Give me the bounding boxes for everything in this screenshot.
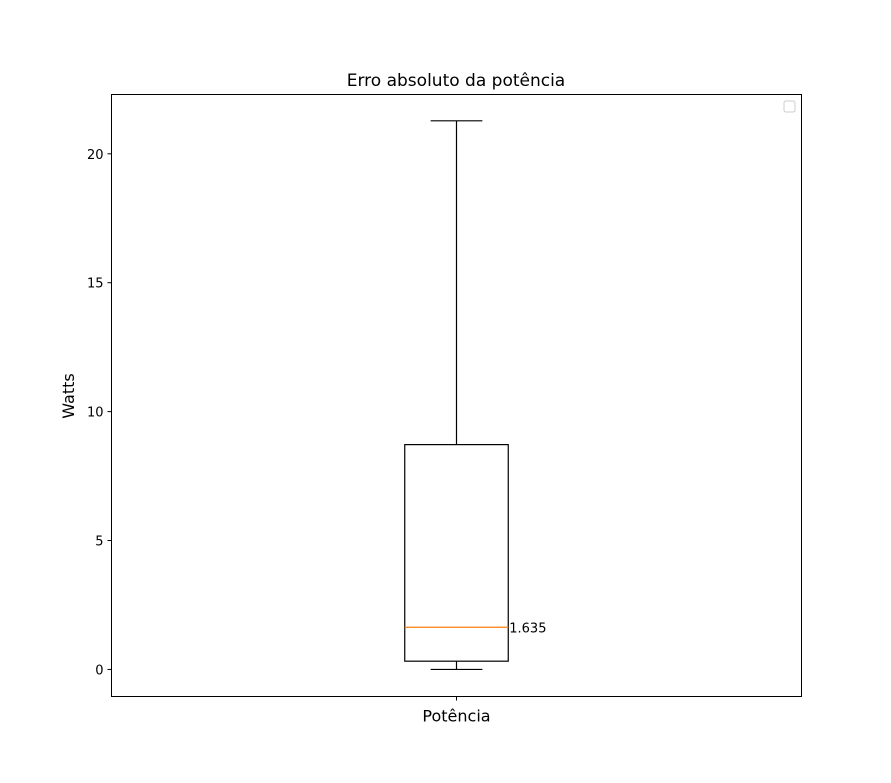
box-series: 1.635 — [404, 120, 546, 671]
x-axis: Potência — [422, 696, 491, 726]
median-label: 1.635 — [509, 621, 546, 636]
y-tick-label: 15 — [87, 277, 104, 292]
y-axis-label: Watts — [59, 373, 78, 418]
y-tick-label: 10 — [87, 406, 104, 421]
y-tick-label: 0 — [95, 663, 103, 678]
plot-area-frame — [111, 94, 802, 697]
box-group: 1.635 — [404, 120, 546, 671]
x-tick-label: Potência — [422, 707, 490, 726]
y-tick-label: 20 — [87, 148, 104, 163]
legend-box — [783, 100, 796, 113]
y-axis: 0 5 10 15 20 — [87, 148, 112, 678]
iqr-box — [404, 444, 509, 662]
y-tick-label: 5 — [95, 535, 103, 550]
chart-title: Erro absoluto da potência — [347, 71, 565, 91]
